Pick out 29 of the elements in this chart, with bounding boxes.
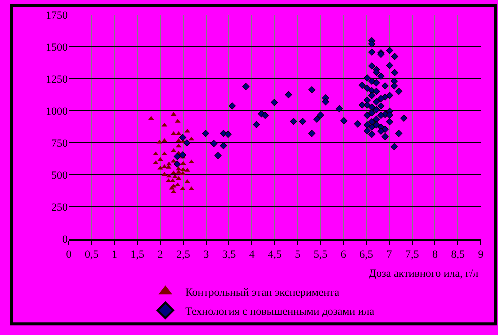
- x-axis-title: Доза активного ила, г/л: [369, 268, 480, 280]
- x-tick-label: 1: [112, 249, 118, 262]
- y-tick-label: 0: [62, 234, 68, 246]
- x-tick-label: 1,5: [130, 249, 146, 262]
- x-tick-label: 2,5: [176, 249, 191, 262]
- y-tick-label: 250: [52, 202, 68, 214]
- legend-label: Технология с повышенными дозами ила: [186, 306, 375, 318]
- x-tick-label: 8,5: [451, 249, 466, 262]
- y-tick-label: 500: [52, 170, 68, 182]
- x-tick-label: 7: [386, 249, 393, 262]
- x-tick-label: 5,5: [314, 249, 328, 262]
- x-tick-label: 3,5: [222, 249, 237, 262]
- y-tick-label: 1750: [46, 10, 68, 22]
- y-tick-label: 750: [52, 138, 68, 150]
- x-tick-label: 6,5: [360, 249, 374, 262]
- x-tick-label: 4,5: [268, 249, 282, 262]
- x-tick-label: 4: [249, 249, 256, 262]
- x-tick-label: 0,5: [85, 249, 100, 262]
- legend-label: Контрольный этап эксперимента: [186, 286, 340, 299]
- y-tick-label: 1000: [46, 106, 68, 118]
- x-tick-label: 3: [204, 249, 210, 262]
- x-tick-label: 9: [478, 249, 484, 262]
- x-tick-label: 7,5: [405, 249, 420, 262]
- x-tick-label: 5: [295, 249, 302, 262]
- y-tick-label: 1250: [46, 74, 68, 86]
- x-tick-label: 6: [340, 249, 347, 262]
- x-tick-label: 8: [432, 249, 438, 262]
- y-tick-label: 1500: [46, 42, 68, 54]
- x-tick-label: 2: [158, 249, 164, 262]
